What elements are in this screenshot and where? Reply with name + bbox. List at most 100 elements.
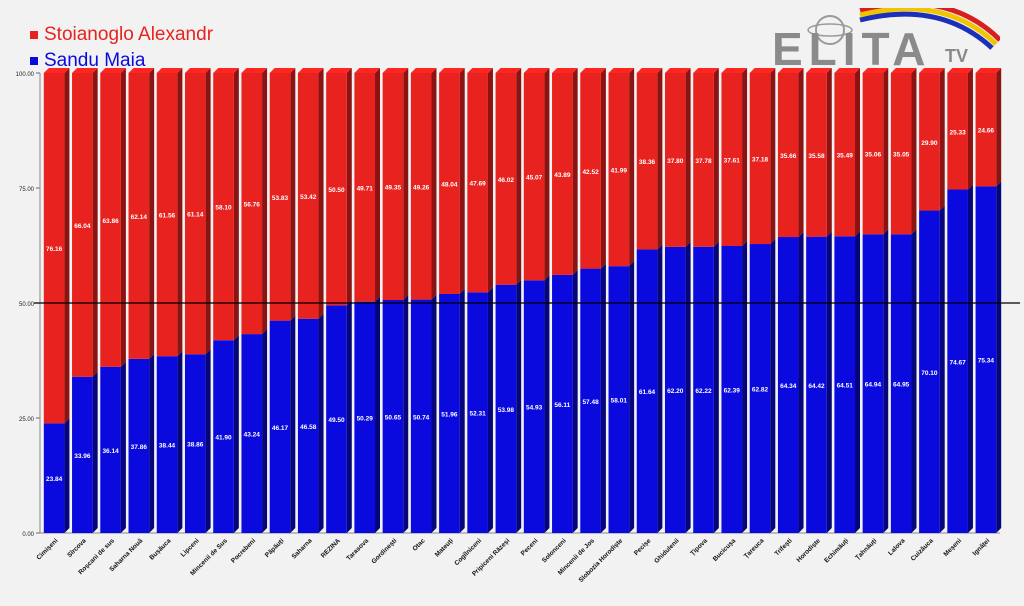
bar-sandu	[749, 244, 771, 533]
bar-stoianoglo	[919, 73, 940, 211]
bar-side-stoianoglo	[375, 68, 381, 302]
bar-top-stoianoglo	[693, 68, 719, 73]
x-category-label: Meșeni	[943, 537, 964, 558]
bar-stoianoglo	[354, 73, 376, 302]
bar-side-sandu	[516, 279, 522, 533]
bar-sandu	[947, 189, 968, 533]
data-label-sandu: 38.86	[187, 442, 204, 449]
bar-side-sandu	[967, 184, 973, 533]
bar-sandu	[184, 354, 206, 533]
logo-text: ELITA	[772, 23, 932, 75]
data-label-sandu: 33.96	[74, 453, 91, 460]
data-label-sandu: 62.39	[724, 388, 741, 395]
bar-side-stoianoglo	[967, 68, 973, 190]
bar-sandu	[806, 236, 827, 533]
data-label-stoianoglo: 41.99	[611, 168, 628, 175]
data-label-stoianoglo: 53.42	[300, 194, 317, 201]
bar-side-sandu	[911, 229, 917, 534]
data-label-sandu: 49.50	[328, 417, 345, 424]
bar-side-sandu	[375, 296, 381, 533]
data-label-sandu: 23.84	[46, 476, 63, 483]
bar-side-stoianoglo	[205, 68, 211, 355]
bar-top-stoianoglo	[326, 68, 352, 73]
data-label-sandu: 36.14	[102, 448, 119, 455]
logo-arc-graphic	[807, 8, 1000, 50]
bar-sandu	[552, 274, 573, 533]
legend-label-stoianoglo: Stoianoglo Alexandr	[44, 24, 214, 45]
data-label-stoianoglo: 62.14	[131, 214, 148, 221]
data-label-stoianoglo: 66.04	[74, 223, 91, 230]
y-tick-label: 50.00	[19, 302, 35, 308]
legend-item-stoianoglo: Stoianoglo Alexandr	[30, 22, 213, 48]
bar-top-stoianoglo	[947, 68, 973, 73]
bar-stoianoglo	[552, 73, 573, 275]
x-category-label: Otac	[411, 537, 426, 552]
bar-sandu	[213, 340, 234, 533]
data-label-stoianoglo: 29.90	[921, 140, 938, 147]
data-label-sandu: 62.20	[667, 388, 684, 395]
bar-side-sandu	[92, 371, 98, 533]
bar-side-stoianoglo	[826, 68, 832, 237]
x-category-label: Mateuți	[434, 537, 455, 558]
bar-side-stoianoglo	[600, 68, 606, 269]
bar-side-stoianoglo	[262, 68, 268, 335]
bar-sandu	[382, 300, 404, 533]
bar-side-sandu	[544, 275, 550, 533]
bar-top-stoianoglo	[43, 68, 70, 73]
bar-sandu	[862, 234, 884, 533]
bar-sandu	[156, 356, 178, 533]
data-label-stoianoglo: 42.52	[582, 169, 599, 176]
bar-side-stoianoglo	[742, 68, 748, 247]
bar-side-sandu	[770, 239, 776, 533]
data-label-sandu: 41.90	[215, 435, 232, 442]
bar-side-stoianoglo	[431, 68, 437, 300]
bar-sandu	[72, 376, 93, 533]
bar-side-stoianoglo	[629, 68, 635, 267]
data-label-stoianoglo: 25.33	[950, 129, 967, 136]
bar-stoianoglo	[184, 73, 206, 355]
legend-item-sandu: Sandu Maia	[30, 48, 213, 74]
x-category-label: Solonceni	[541, 537, 568, 564]
bar-top-stoianoglo	[636, 68, 663, 73]
bar-sandu	[664, 246, 686, 533]
data-label-stoianoglo: 37.80	[667, 158, 684, 165]
bar-side-sandu	[883, 229, 889, 533]
bar-side-sandu	[826, 231, 832, 533]
bar-top-stoianoglo	[975, 68, 1002, 73]
data-label-sandu: 53.98	[498, 407, 515, 414]
bar-stoianoglo	[410, 73, 432, 300]
y-tick-label: 75.00	[19, 187, 35, 193]
x-category-label: Lipceni	[180, 537, 201, 558]
data-label-sandu: 70.10	[921, 370, 938, 377]
elita-tv-logo: ELITA TV	[740, 8, 1000, 78]
bar-side-sandu	[657, 244, 663, 533]
bar-stoianoglo	[467, 73, 488, 293]
bar-sandu	[580, 268, 601, 533]
bar-sandu	[100, 366, 121, 533]
bar-side-stoianoglo	[572, 68, 578, 275]
x-category-label: Saharna	[291, 537, 314, 560]
bar-stoianoglo	[947, 73, 968, 190]
bar-sandu	[410, 299, 432, 533]
bar-sandu	[693, 246, 714, 533]
x-category-label: Sîrcova	[66, 537, 88, 559]
x-category-label: Tarasova	[345, 537, 370, 562]
data-label-stoianoglo: 35.66	[780, 153, 797, 160]
data-label-sandu: 43.24	[244, 432, 261, 439]
legend-swatch-sandu	[30, 57, 38, 65]
x-category-label: Ghidulenii	[653, 537, 681, 565]
bar-side-sandu	[233, 335, 239, 533]
bar-top-stoianoglo	[608, 68, 635, 73]
bar-side-sandu	[262, 329, 268, 533]
x-category-label: Bucicușa	[712, 537, 738, 563]
bar-top-stoianoglo	[439, 68, 465, 73]
x-category-label: Pecișe	[633, 537, 653, 557]
bar-top-stoianoglo	[241, 68, 268, 73]
data-label-stoianoglo: 45.07	[526, 175, 543, 182]
bar-side-stoianoglo	[64, 68, 70, 424]
data-label-stoianoglo: 37.18	[752, 157, 769, 164]
bar-stoianoglo	[269, 73, 291, 321]
data-label-sandu: 64.34	[780, 383, 797, 390]
bar-sandu	[523, 280, 545, 533]
